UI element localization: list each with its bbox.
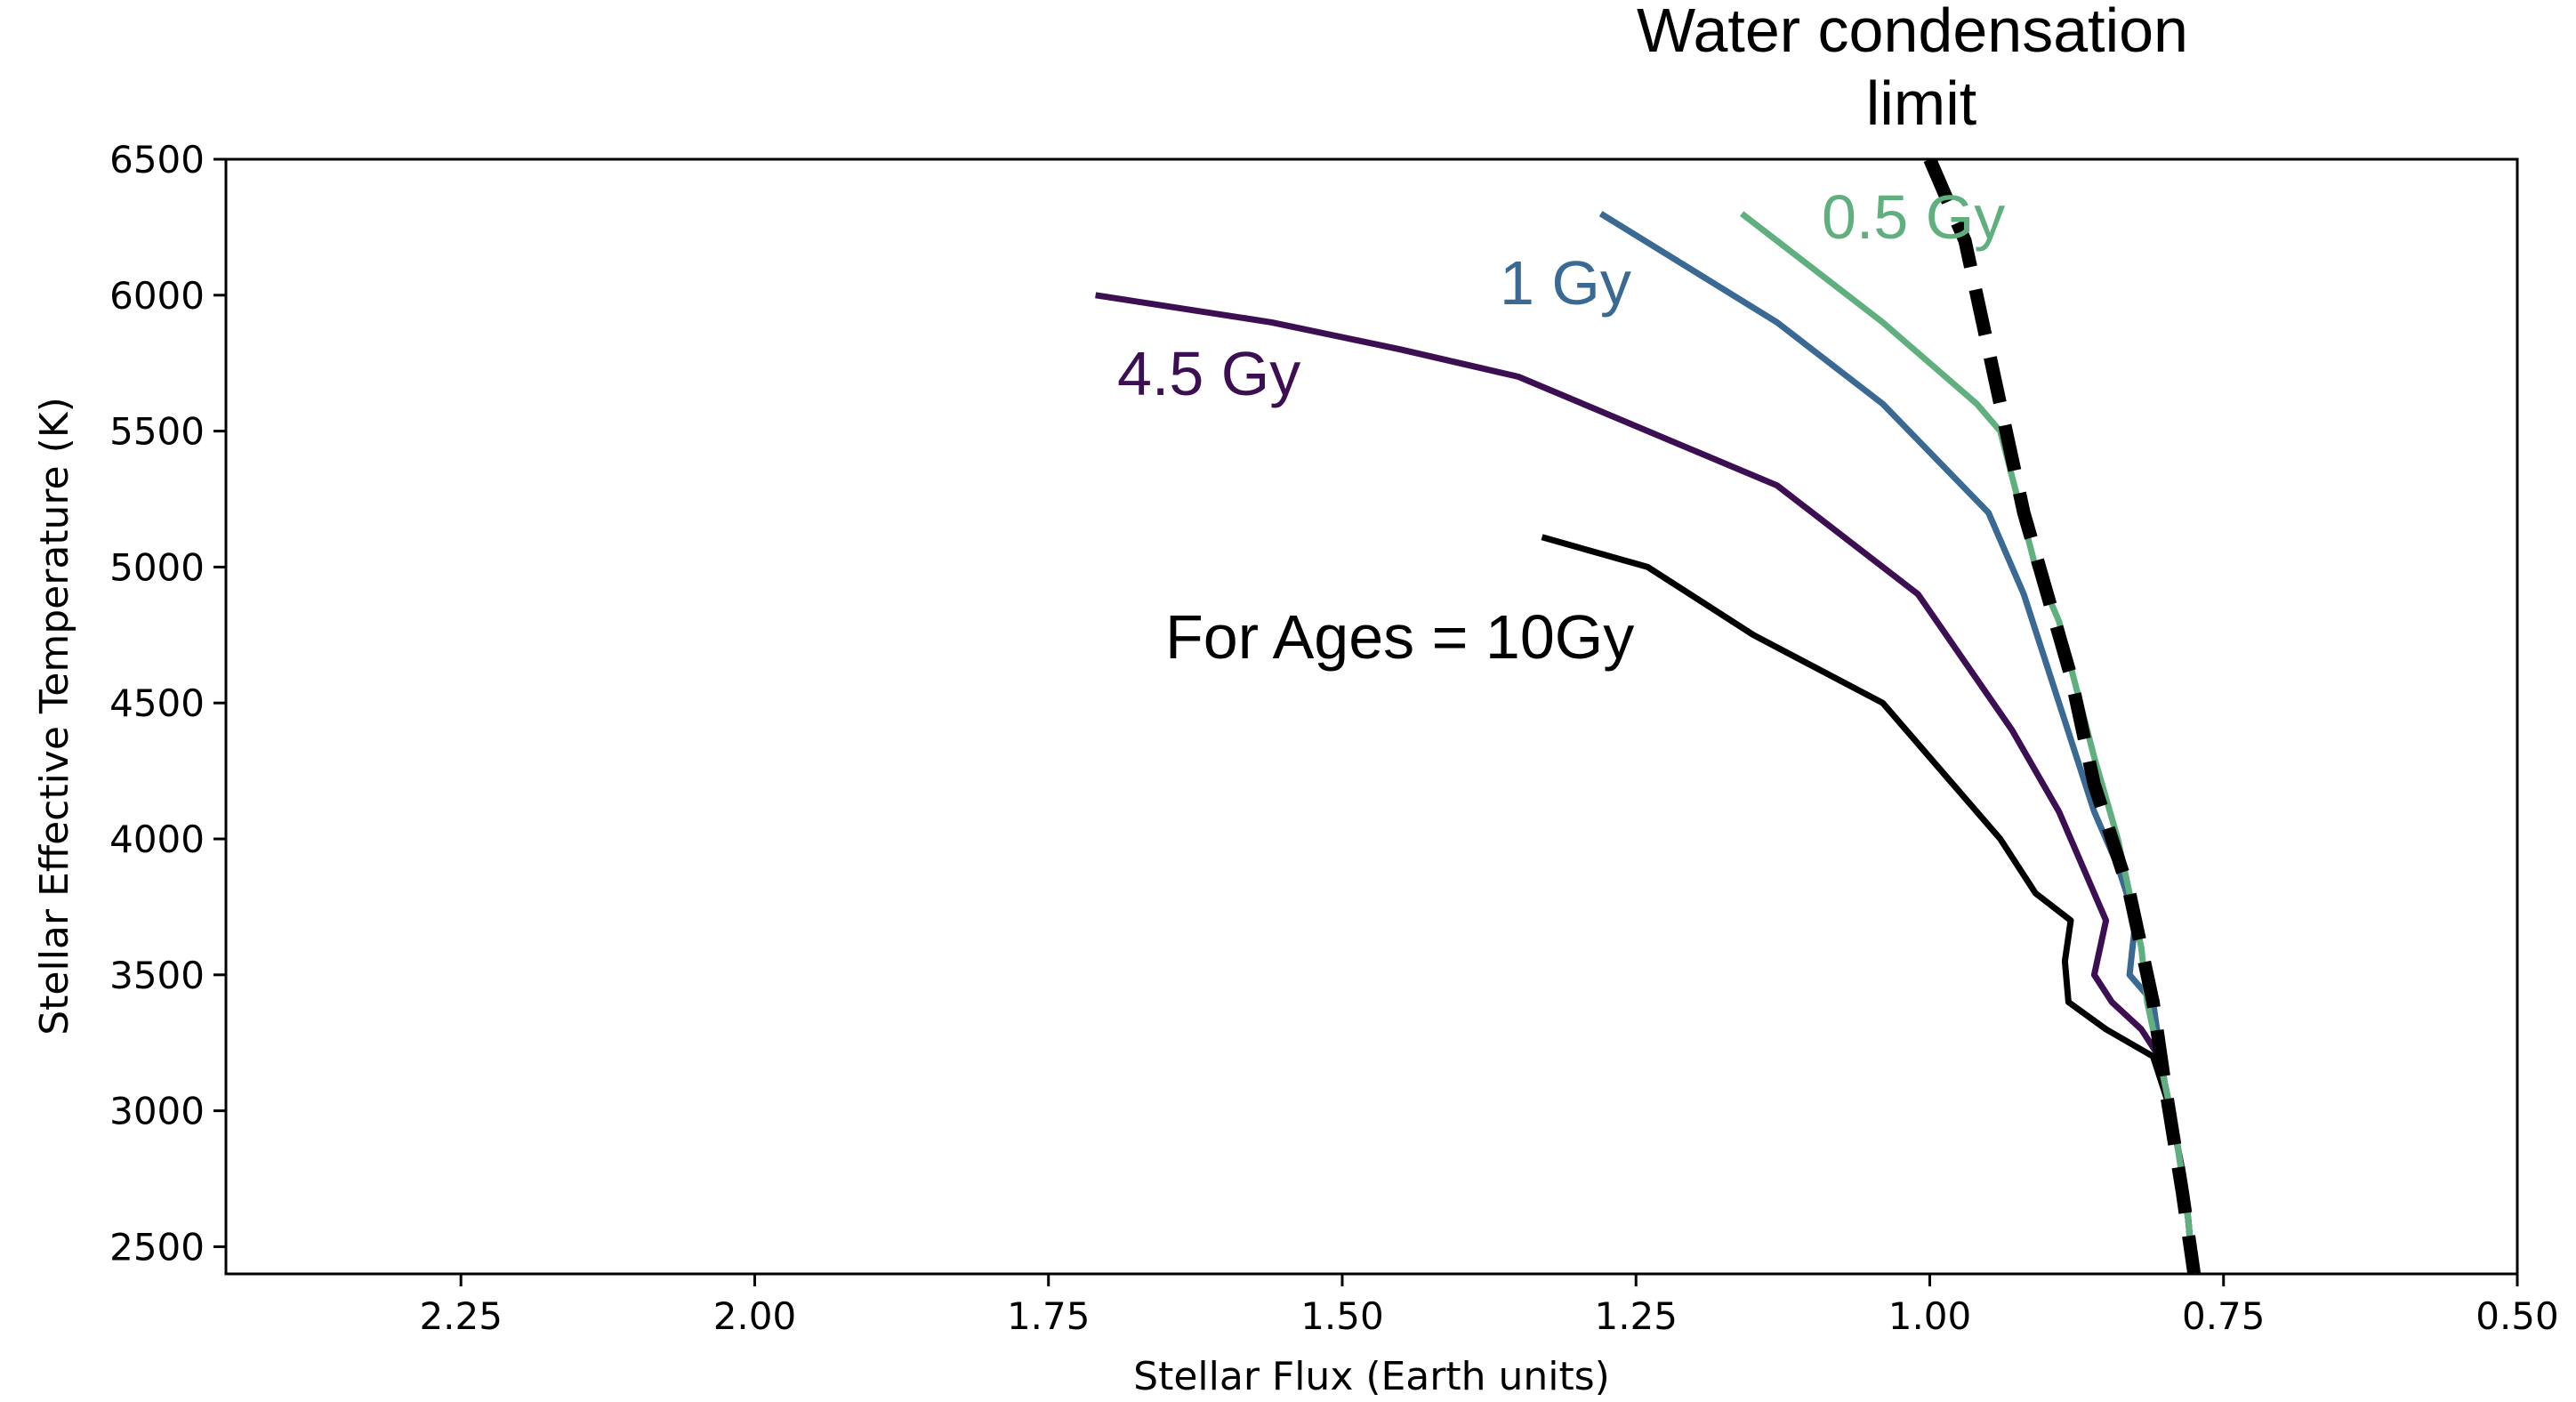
- y-axis-title: Stellar Effective Temperature (K): [32, 397, 77, 1035]
- label-0-5-gy: 0.5 Gy: [1822, 182, 2005, 252]
- series-line-water-condensation-limit: [1923, 159, 2202, 1274]
- y-tick-label: 6000: [109, 274, 205, 318]
- x-tick-label: 2.00: [713, 1294, 797, 1338]
- y-tick-label: 6500: [109, 138, 205, 181]
- y-tick-label: 2500: [109, 1225, 205, 1269]
- label-10-gy: For Ages = 10Gy: [1165, 602, 1634, 672]
- y-tick-label: 5000: [109, 545, 205, 589]
- label-1-gy: 1 Gy: [1500, 248, 1631, 318]
- water-limit-label-line2: limit: [1866, 68, 1976, 138]
- x-axis-title: Stellar Flux (Earth units): [1133, 1354, 1610, 1399]
- x-tick-label: 0.75: [2182, 1294, 2266, 1338]
- x-tick-label: 1.75: [1007, 1294, 1091, 1338]
- y-tick-label: 3000: [109, 1090, 205, 1133]
- label-4-5-gy: 4.5 Gy: [1117, 339, 1300, 408]
- water-limit-label-line1: Water condensation: [1637, 0, 2188, 65]
- x-tick-label: 1.50: [1300, 1294, 1384, 1338]
- x-tick-label: 1.25: [1594, 1294, 1678, 1338]
- water-limit-label: Water condensation limit: [1637, 0, 2188, 138]
- x-tick-label: 0.50: [2475, 1294, 2559, 1338]
- y-tick-label: 3500: [109, 954, 205, 997]
- x-tick-label: 1.00: [1888, 1294, 1972, 1338]
- y-tick-label: 5500: [109, 410, 205, 454]
- y-tick-label: 4500: [109, 681, 205, 725]
- y-tick-label: 4000: [109, 818, 205, 861]
- x-tick-label: 2.25: [419, 1294, 503, 1338]
